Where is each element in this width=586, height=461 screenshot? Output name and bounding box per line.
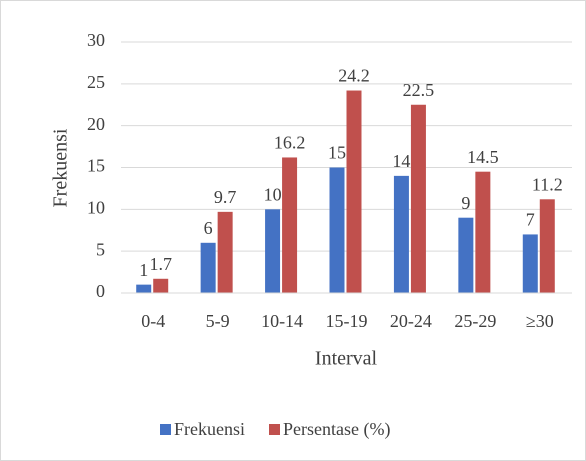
bar — [475, 171, 491, 293]
x-tick-label: 20-24 — [390, 311, 432, 331]
x-tick-label: 10-14 — [261, 311, 303, 331]
bar — [153, 278, 169, 293]
x-tick-label: 5-9 — [206, 311, 230, 331]
data-label: 22.5 — [403, 80, 435, 100]
y-tick-label: 0 — [96, 281, 105, 301]
y-tick-label: 30 — [87, 30, 105, 50]
legend-label: Persentase (%) — [283, 419, 390, 440]
y-tick-label: 15 — [87, 156, 105, 176]
legend-swatch — [269, 424, 280, 435]
bar — [265, 209, 281, 293]
y-axis-label: Frekuensi — [50, 128, 72, 207]
bar — [329, 167, 345, 293]
data-label: 1.7 — [149, 254, 172, 274]
bar — [458, 217, 474, 293]
data-label: 14.5 — [467, 147, 499, 167]
x-axis-label: Interval — [315, 348, 378, 370]
data-label: 15 — [328, 143, 346, 163]
data-label: 14 — [392, 151, 410, 171]
data-label: 1 — [139, 260, 148, 280]
x-tick-label: 0-4 — [141, 311, 165, 331]
bar — [136, 284, 152, 293]
data-label: 9.7 — [214, 187, 237, 207]
bar — [522, 234, 538, 293]
data-label: 7 — [526, 210, 535, 230]
bar — [346, 90, 362, 293]
y-tick-label: 25 — [87, 72, 105, 92]
y-tick-label: 20 — [87, 114, 105, 134]
legend-swatch — [160, 424, 171, 435]
bar — [539, 199, 555, 293]
x-tick-label: 25-29 — [454, 311, 496, 331]
data-label: 10 — [264, 184, 282, 204]
legend-label: Frekuensi — [174, 419, 245, 439]
data-label: 11.2 — [532, 174, 563, 194]
data-label: 9 — [461, 193, 470, 213]
bar — [217, 211, 233, 293]
bar — [282, 157, 298, 293]
data-label: 16.2 — [274, 133, 306, 153]
y-tick-label: 10 — [87, 197, 105, 217]
data-label: 6 — [204, 218, 213, 238]
x-tick-label: 15-19 — [326, 311, 368, 331]
x-tick-label: ≥30 — [526, 311, 554, 331]
bar — [410, 104, 426, 293]
data-label: 24.2 — [338, 66, 370, 86]
bar — [393, 175, 409, 293]
y-tick-label: 5 — [96, 239, 105, 259]
bar — [200, 242, 216, 293]
